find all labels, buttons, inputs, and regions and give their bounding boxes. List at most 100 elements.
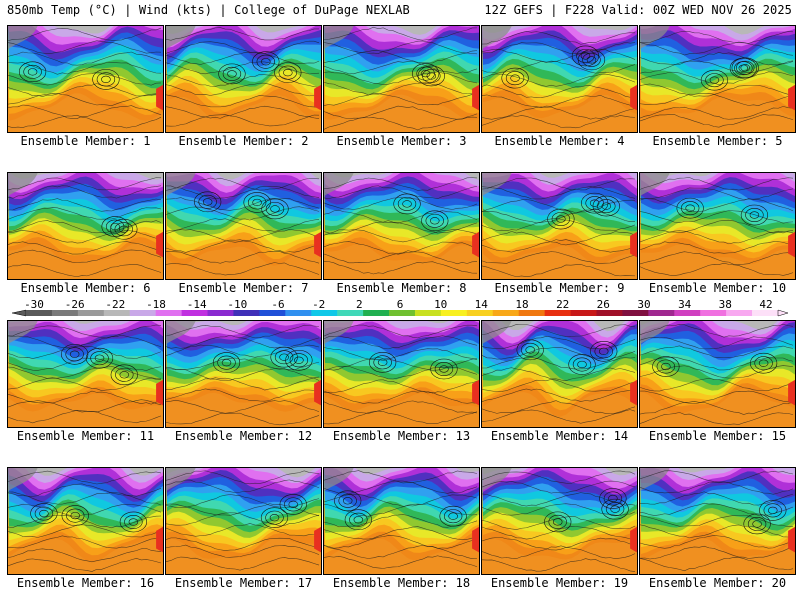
wind-streamline [8, 557, 162, 572]
land-mask [482, 468, 512, 492]
colorbar-tick-label: 2 [356, 299, 363, 311]
temperature-band [640, 468, 795, 473]
circulation-contour [729, 57, 757, 79]
circulation-contour [448, 512, 458, 520]
temperature-band [166, 173, 321, 187]
temperature-band [8, 26, 163, 39]
colorbar-tick-label: -22 [105, 299, 125, 311]
colorbar-segment [518, 310, 545, 316]
coastal-warm-patch [788, 379, 795, 406]
wind-streamline [640, 412, 794, 425]
circulation-contour [96, 72, 116, 87]
wind-streamline [482, 492, 636, 507]
ensemble-member-label: Ensemble Member: 16 [16, 576, 155, 590]
colorbar-tick-label: 22 [556, 299, 569, 311]
wind-streamline [482, 367, 636, 381]
wind-streamline [482, 470, 636, 484]
circulation-contour [601, 202, 612, 210]
circulation-contour [430, 358, 458, 380]
wind-streamline [482, 324, 636, 337]
circulation-contour [556, 215, 566, 223]
land-mask [482, 321, 512, 345]
wind-streamline [640, 60, 794, 74]
circulation-contour [610, 505, 620, 513]
colorbar-tick-label: 38 [719, 299, 732, 311]
wind-streamline [8, 514, 162, 529]
temperature-band [640, 468, 795, 480]
temperature-band [8, 321, 163, 324]
wind-streamline [482, 388, 636, 402]
circulation-contour [252, 198, 262, 207]
circulation-contour [344, 509, 372, 531]
wind-streamline [482, 73, 636, 87]
circulation-contour [279, 494, 307, 515]
colorbar-segment [389, 310, 416, 316]
wind-streamline [166, 251, 320, 264]
wind-streamline [166, 334, 320, 349]
coastal-warm-patch [788, 84, 795, 111]
circulation-contour [90, 351, 109, 366]
circulation-contour [411, 63, 440, 84]
colorbar-tick-label: 26 [597, 299, 610, 311]
wind-streamline [166, 61, 320, 75]
wind-streamline [166, 544, 320, 558]
wind-streamline [640, 502, 794, 516]
circulation-contour [544, 511, 572, 533]
wind-streamline [166, 388, 320, 402]
temperature-colorbar: -30 -26 -22 -18 -14 -10 -6 -2 2 6 10 14 18 22 26 30 34 38… [11, 299, 789, 317]
circulation-contour [349, 512, 368, 527]
wind-streamline [8, 51, 162, 66]
circulation-contour [194, 191, 222, 213]
ensemble-member-label: Ensemble Member: 2 [178, 134, 309, 148]
wind-streamline [482, 115, 636, 129]
circulation-contour [520, 342, 540, 357]
wind-streamline [8, 62, 162, 75]
circulation-contour [243, 192, 271, 213]
wind-streamline [324, 480, 478, 495]
temperature-band [8, 173, 163, 187]
wind-streamline [324, 410, 478, 425]
colorbar-tick-label: 6 [397, 299, 404, 311]
coastal-warm-patch [314, 84, 321, 111]
circulation-contour [274, 350, 294, 365]
wind-streamline [324, 365, 478, 380]
temperature-band [166, 468, 321, 484]
circulation-contour [568, 354, 596, 375]
wind-streamline [640, 514, 794, 527]
colorbar-segment [414, 310, 442, 316]
temperature-band [8, 26, 163, 34]
wind-streamline [324, 185, 478, 200]
coastal-warm-patch [472, 379, 479, 406]
land-mask [324, 173, 354, 197]
ensemble-member-label: Ensemble Member: 8 [336, 281, 467, 295]
temperature-band [8, 468, 163, 476]
wind-streamline [482, 400, 636, 414]
wind-streamline [640, 241, 794, 254]
wind-streamline [482, 545, 636, 559]
colorbar-segment [622, 310, 649, 316]
circulation-contour [101, 75, 111, 84]
circulation-contour [759, 500, 787, 521]
ensemble-map-5 [639, 25, 796, 133]
wind-streamline [640, 557, 794, 572]
colorbar-tick-label: 42 [759, 299, 772, 311]
temperature-band [324, 26, 479, 40]
wind-streamline [482, 94, 636, 108]
circulation-contour [605, 502, 625, 517]
wind-streamline [640, 356, 794, 371]
temperature-band [640, 26, 795, 35]
colorbar-segment [544, 310, 571, 316]
circulation-contour [586, 56, 597, 64]
circulation-contour [439, 505, 467, 527]
ensemble-member-label: Ensemble Member: 19 [490, 576, 629, 590]
wind-streamline [8, 345, 162, 359]
wind-streamline [8, 483, 162, 497]
wind-streamline [8, 365, 162, 380]
circulation-contour [758, 359, 769, 367]
circulation-contour [597, 199, 616, 214]
circulation-contour [105, 219, 125, 234]
temperature-band [640, 321, 795, 330]
wind-streamline [482, 537, 636, 551]
circulation-contour [353, 516, 364, 524]
land-mask [640, 321, 670, 345]
